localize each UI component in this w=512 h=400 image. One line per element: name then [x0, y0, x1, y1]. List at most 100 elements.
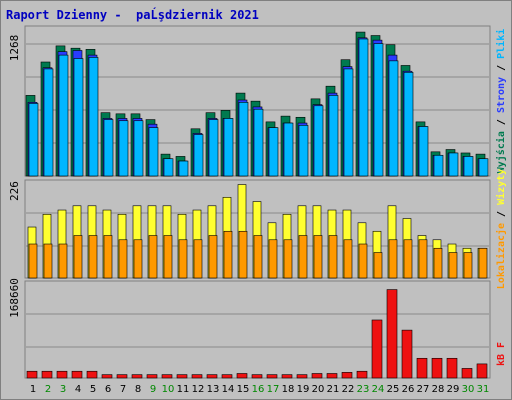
- bar-pliki: [298, 125, 309, 177]
- bar-pliki: [313, 105, 324, 177]
- bar-lokalizacje: [343, 239, 353, 279]
- panel2-ymax-label: 226: [8, 181, 21, 201]
- bar-kb: [26, 370, 38, 379]
- bar-kb: [236, 373, 248, 379]
- bar-lokalizacje: [58, 243, 68, 279]
- bar-lokalizacje: [433, 247, 443, 279]
- x-day-label: 16: [252, 384, 265, 395]
- bar-kb: [176, 374, 188, 379]
- x-day-label: 20: [312, 384, 325, 395]
- bar-pliki: [208, 119, 219, 177]
- legend-strony: Strony: [496, 77, 507, 113]
- bar-lokalizacje: [358, 243, 368, 279]
- bar-lokalizacje: [208, 235, 218, 279]
- x-day-label: 30: [462, 384, 475, 395]
- panel3-ymax-label: 168660: [8, 278, 21, 318]
- bar-lokalizacje: [238, 230, 248, 279]
- x-day-label: 11: [177, 384, 190, 395]
- bar-kb: [146, 374, 158, 379]
- bar-pliki: [418, 126, 429, 177]
- x-day-label: 7: [120, 384, 126, 395]
- legend-wizyty: Wizyty: [495, 169, 507, 205]
- bar-pliki: [193, 134, 204, 177]
- bar-pliki: [283, 122, 294, 177]
- x-day-label: 6: [105, 384, 111, 395]
- bar-lokalizacje: [418, 239, 428, 279]
- bar-lokalizacje: [448, 252, 458, 279]
- x-day-label: 4: [75, 384, 81, 395]
- bar-kb: [356, 370, 368, 379]
- bar-kb: [56, 370, 68, 379]
- bar-lokalizacje: [403, 239, 413, 279]
- bar-pliki: [343, 68, 354, 177]
- bar-pliki: [448, 152, 459, 177]
- bar-pliki: [73, 58, 84, 177]
- legend-separator: /: [496, 205, 507, 223]
- bar-lokalizacje: [313, 235, 323, 279]
- bar-kb: [101, 374, 113, 379]
- bar-pliki: [403, 72, 414, 177]
- bar-kb: [431, 357, 443, 379]
- x-day-label: 23: [357, 384, 370, 395]
- bar-kb: [41, 370, 53, 379]
- bar-pliki: [88, 57, 99, 177]
- bar-lokalizacje: [388, 239, 398, 279]
- x-day-label: 10: [162, 384, 175, 395]
- bar-kb: [386, 289, 398, 379]
- bar-lokalizacje: [43, 243, 53, 279]
- bar-lokalizacje: [283, 239, 293, 279]
- x-day-label: 1: [30, 384, 36, 395]
- chart-title: Raport Dzienny - paĹşdziernik 2021: [6, 8, 259, 22]
- bar-pliki: [388, 60, 399, 177]
- bar-kb: [251, 374, 263, 379]
- bar-kb: [476, 363, 488, 379]
- bar-lokalizacje: [268, 239, 278, 279]
- bar-pliki: [478, 158, 489, 177]
- bar-pliki: [223, 118, 234, 177]
- x-day-label: 3: [60, 384, 66, 395]
- x-day-label: 12: [192, 384, 205, 395]
- bar-kb: [281, 374, 293, 379]
- bar-pliki: [328, 95, 339, 177]
- panel3-plot-area: [24, 280, 491, 379]
- bar-kb: [416, 357, 428, 379]
- x-day-label: 19: [297, 384, 310, 395]
- bar-pliki: [103, 119, 114, 177]
- legend-lokalizacje: Lokalizacje: [495, 223, 507, 289]
- x-day-label: 28: [432, 384, 445, 395]
- bar-lokalizacje: [373, 252, 383, 279]
- bar-kb: [161, 374, 173, 379]
- bar-lokalizacje: [148, 235, 158, 279]
- bar-kb: [326, 373, 338, 379]
- bar-kb: [446, 357, 458, 379]
- bar-pliki: [268, 127, 279, 177]
- x-day-label: 2: [45, 384, 51, 395]
- bar-kb: [191, 374, 203, 379]
- bar-pliki: [43, 68, 54, 177]
- bar-lokalizacje: [163, 235, 173, 279]
- x-day-label: 14: [222, 384, 235, 395]
- x-day-label: 15: [237, 384, 250, 395]
- x-day-label: 31: [477, 384, 490, 395]
- bar-pliki: [28, 103, 39, 177]
- x-day-label: 17: [267, 384, 280, 395]
- bar-pliki: [238, 102, 249, 177]
- bar-pliki: [58, 54, 69, 177]
- bar-pliki: [178, 160, 189, 177]
- x-day-label: 22: [342, 384, 355, 395]
- bar-pliki: [433, 154, 444, 177]
- x-day-label: 24: [372, 384, 385, 395]
- x-day-label: 29: [447, 384, 460, 395]
- bar-lokalizacje: [253, 235, 263, 279]
- bar-pliki: [373, 43, 384, 177]
- bar-kb: [371, 319, 383, 379]
- bar-lokalizacje: [298, 235, 308, 279]
- panel1-ymax-label: 1268: [8, 35, 21, 62]
- bar-kb: [86, 370, 98, 379]
- bar-lokalizacje: [463, 252, 473, 279]
- bar-kb: [311, 373, 323, 379]
- legend-wyjscia: Wyjścia: [495, 131, 507, 173]
- bar-lokalizacje: [223, 230, 233, 279]
- x-day-label: 27: [417, 384, 430, 395]
- x-day-label: 26: [402, 384, 415, 395]
